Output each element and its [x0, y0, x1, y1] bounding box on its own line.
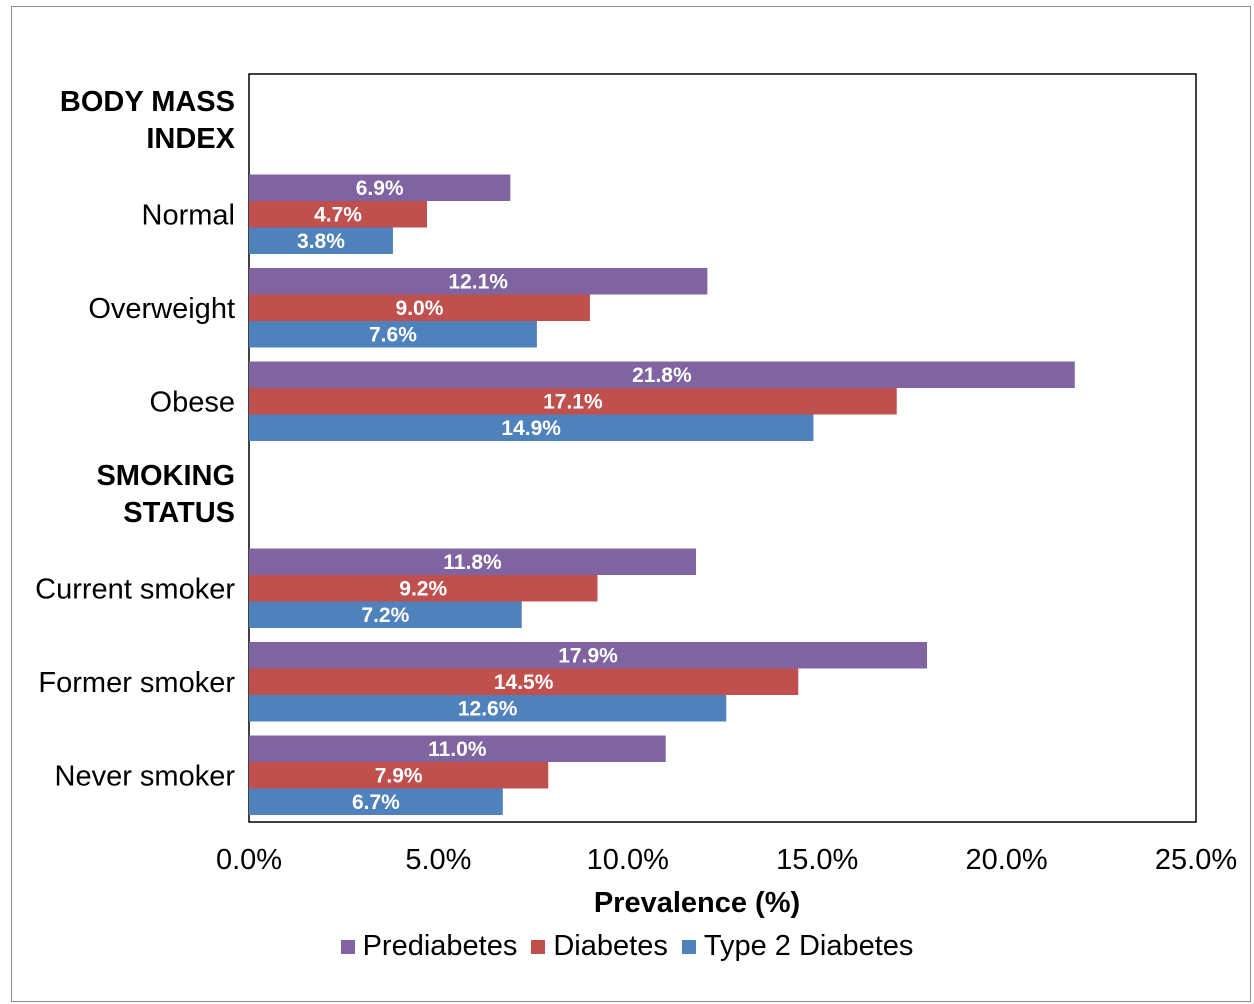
- bar-current-smoker-type-2-diabetes: [249, 601, 522, 628]
- category-label-obese: Obese: [150, 386, 235, 418]
- x-tick-layer: 0.0% 5.0% 10.0% 15.0% 20.0% 25.0%: [216, 844, 1237, 876]
- bar-never-smoker-diabetes: [249, 762, 549, 789]
- x-tick-label: 10.0%: [587, 844, 669, 876]
- x-tick-label: 0.0%: [216, 844, 282, 876]
- bar-data-label: 6.9%: [356, 177, 404, 200]
- bar-former-smoker-prediabetes: [249, 642, 928, 669]
- x-tick-label: 15.0%: [776, 844, 858, 876]
- legend-swatch: [340, 939, 355, 954]
- legend-label: Diabetes: [553, 930, 668, 962]
- bar-never-smoker-type-2-diabetes: [249, 788, 503, 815]
- bar-obese-prediabetes: [249, 361, 1075, 388]
- group-heading-1-line-1: STATUS: [123, 497, 235, 529]
- category-label-overweight: Overweight: [88, 293, 235, 325]
- x-axis-title: Prevalence (%): [594, 887, 800, 919]
- bar-overweight-prediabetes: [249, 268, 708, 295]
- category-label-current-smoker: Current smoker: [35, 573, 235, 605]
- bar-data-label: 17.9%: [558, 644, 618, 667]
- bar-current-smoker-prediabetes: [249, 548, 696, 575]
- bar-normal-type-2-diabetes: [249, 227, 393, 254]
- bar-data-label: 11.0%: [428, 738, 487, 761]
- bar-data-label: 14.5%: [494, 671, 554, 694]
- bar-data-label: 17.1%: [543, 390, 603, 413]
- bar-data-label: 9.0%: [396, 297, 444, 320]
- category-label-former-smoker: Former smoker: [38, 667, 235, 699]
- legend-label: Prediabetes: [362, 930, 518, 962]
- bar-data-label: 6.7%: [352, 791, 400, 814]
- legend-swatch: [531, 939, 546, 954]
- category-label-layer: BODY MASS INDEX Normal Overweight Obese SMOKI…: [35, 86, 235, 793]
- x-tick-label: 20.0%: [965, 844, 1047, 876]
- plot-area: [248, 73, 1197, 823]
- legend-swatch: [681, 939, 696, 954]
- legend-item-diabetes: Diabetes: [531, 930, 668, 963]
- bar-data-label: 21.8%: [632, 364, 692, 387]
- category-label-never-smoker: Never smoker: [55, 760, 236, 792]
- bar-layer: [249, 174, 1075, 815]
- bar-data-label: 7.9%: [375, 764, 423, 787]
- bar-data-label: 14.9%: [501, 417, 561, 440]
- legend: Prediabetes Diabetes Type 2 Diabetes: [0, 930, 1254, 963]
- bar-normal-diabetes: [249, 201, 428, 228]
- category-label-normal: Normal: [142, 199, 235, 231]
- chart-frame: [11, 6, 1251, 1002]
- bar-data-label: 4.7%: [314, 203, 362, 226]
- x-tick-label: 5.0%: [405, 844, 471, 876]
- plot-border: [248, 73, 1197, 823]
- bar-obese-diabetes: [249, 388, 897, 415]
- bar-data-label: 11.8%: [443, 551, 502, 574]
- legend-item-type-2-diabetes: Type 2 Diabetes: [681, 930, 914, 963]
- bar-data-label: 3.8%: [297, 230, 345, 253]
- bar-label-layer: 6.9% 4.7% 3.8% 12.1%9.0% 7.6% 21.8% 17.1% 14.9%…: [297, 177, 692, 814]
- bar-never-smoker-prediabetes: [249, 735, 666, 762]
- bar-former-smoker-type-2-diabetes: [249, 695, 727, 722]
- bar-current-smoker-diabetes: [249, 575, 598, 602]
- bar-former-smoker-diabetes: [249, 668, 799, 695]
- x-tick-label: 25.0%: [1155, 844, 1237, 876]
- legend-label: Type 2 Diabetes: [703, 930, 914, 962]
- bar-data-label: 7.2%: [361, 604, 409, 627]
- bar-data-label: 9.2%: [399, 577, 447, 600]
- group-heading-0-line-1: INDEX: [146, 123, 235, 155]
- bar-data-label: 12.1%: [448, 270, 508, 293]
- group-heading-0-line-0: BODY MASS: [60, 86, 235, 118]
- bar-obese-type-2-diabetes: [249, 414, 814, 441]
- group-heading-1-line-0: SMOKING: [96, 460, 235, 492]
- bar-overweight-type-2-diabetes: [249, 321, 537, 348]
- bar-data-label: 7.6%: [369, 323, 417, 346]
- bar-overweight-diabetes: [249, 294, 590, 321]
- bar-normal-prediabetes: [249, 174, 511, 201]
- bar-data-label: 12.6%: [458, 697, 518, 720]
- legend-item-prediabetes: Prediabetes: [340, 930, 518, 963]
